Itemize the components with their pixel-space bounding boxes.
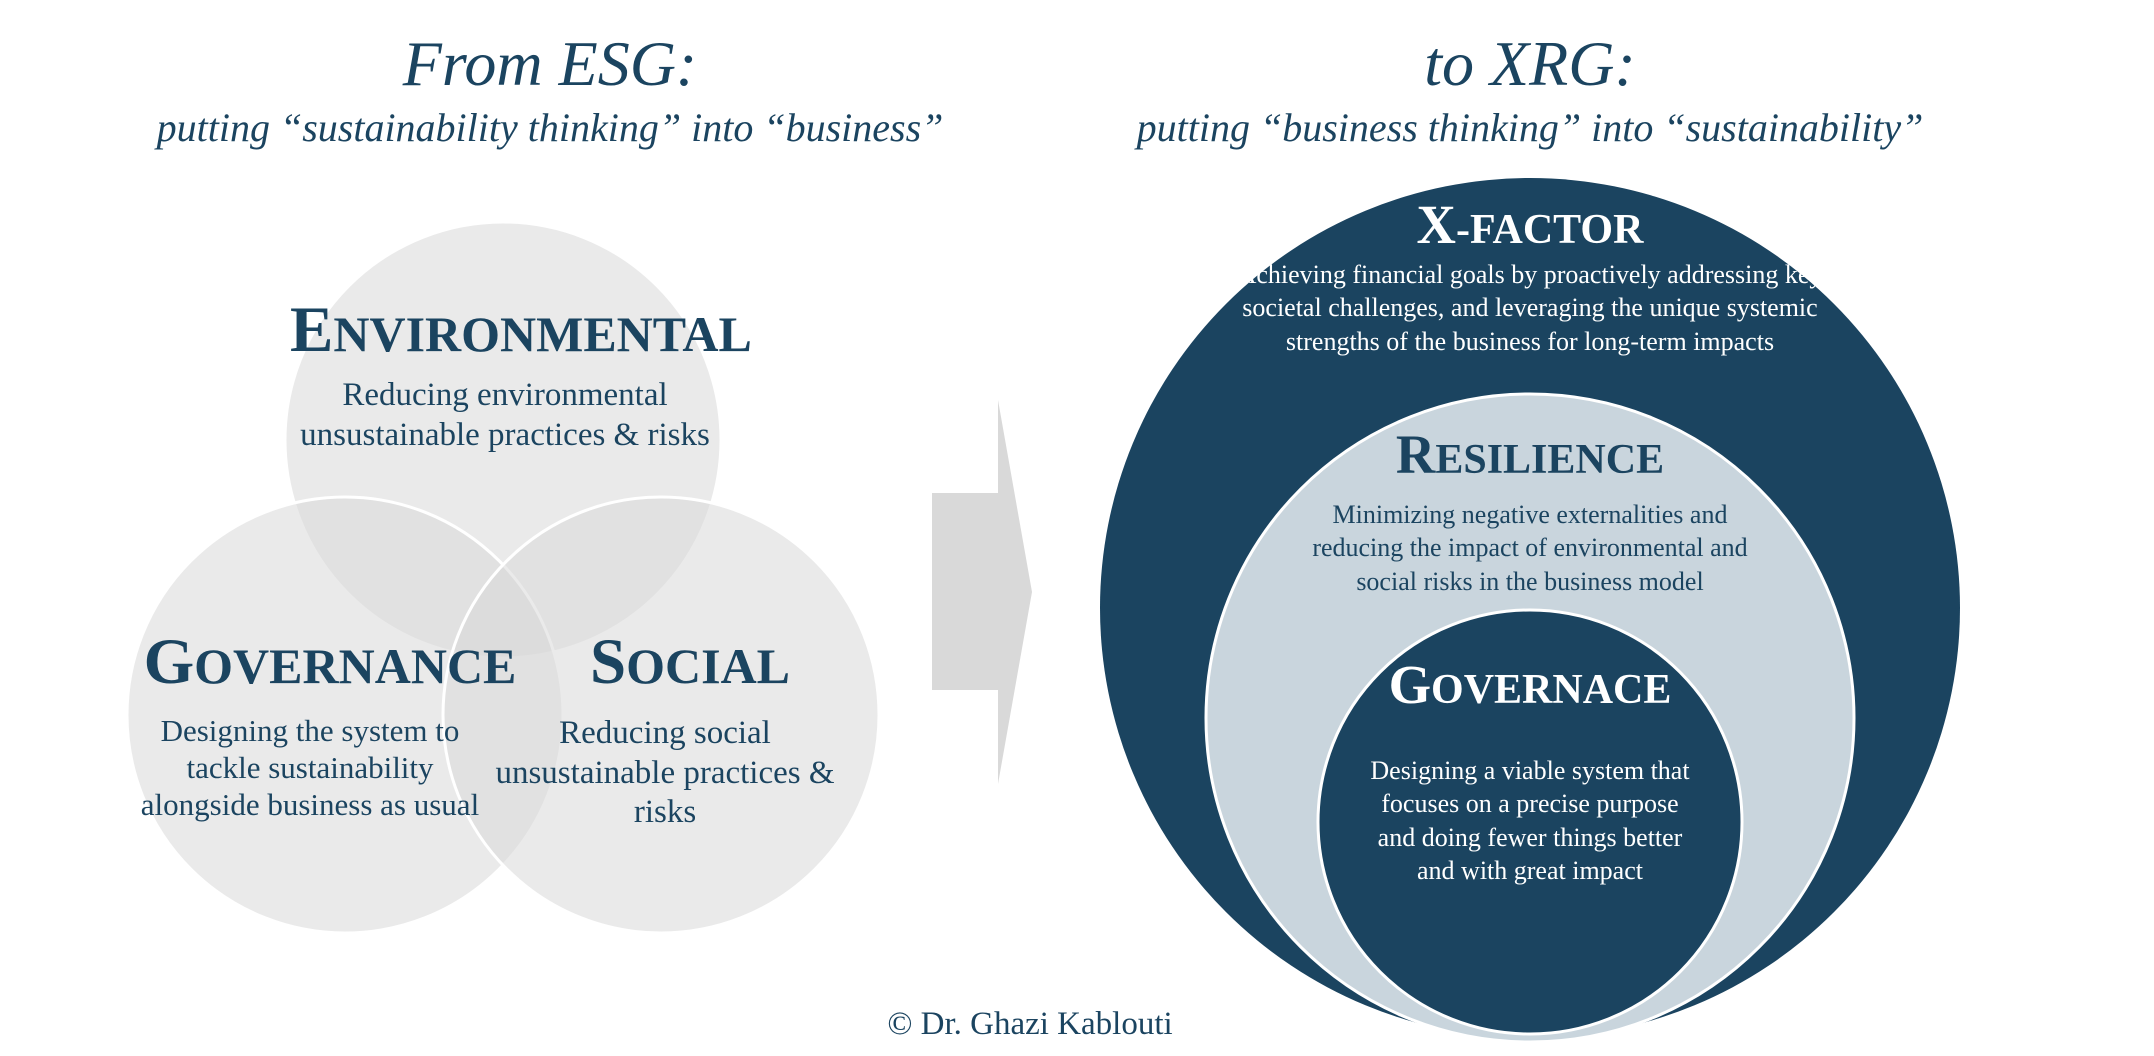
resilience-description: Minimizing negative externalities and re… — [1312, 500, 1748, 596]
governance-description: Designing the system to tackle sustainab… — [140, 713, 480, 823]
governance-rest: OVERNANCE — [194, 638, 517, 694]
governace-description: Designing a viable system that focuses o… — [1370, 756, 1690, 885]
social-initial: S — [589, 626, 627, 698]
social-circle — [441, 495, 881, 935]
resilience-rest: ESILIENCE — [1435, 437, 1665, 483]
transition-arrow — [932, 400, 1032, 784]
copyright-notice: © Dr. Ghazi Kablouti — [887, 1006, 1173, 1042]
social-rest: OCIAL — [626, 638, 791, 694]
governace-circle — [1316, 608, 1744, 1036]
environmental-heading: ENVIRONMENTAL — [290, 298, 752, 363]
xfactor-heading: X-FACTOR — [1330, 197, 1730, 253]
venn-diagram — [125, 220, 881, 935]
governace-initial: G — [1388, 654, 1432, 715]
resilience-initial: R — [1395, 424, 1436, 485]
xfactor-description: Achieving financial goals by proactively… — [1237, 260, 1823, 356]
environmental-rest: NVIRONMENTAL — [333, 306, 752, 362]
governance-heading: GOVERNANCE — [120, 630, 540, 695]
resilience-heading: RESILIENCE — [1330, 427, 1730, 483]
social-description: Reducing social unsustainable practices … — [495, 715, 835, 831]
governance-initial: G — [143, 626, 195, 698]
governace-heading: GOVERNACE — [1330, 657, 1730, 713]
xrg-title: to XRG: — [1424, 28, 1636, 99]
xfactor-rest: -FACTOR — [1455, 207, 1644, 253]
environmental-initial: E — [290, 294, 334, 366]
social-heading: SOCIAL — [540, 630, 840, 695]
governace-rest: OVERNACE — [1431, 667, 1672, 713]
xfactor-initial: X — [1416, 194, 1456, 255]
esg-title: From ESG: — [402, 28, 698, 99]
environmental-description: Reducing environmental unsustainable pra… — [300, 377, 710, 453]
xrg-subtitle: putting “business thinking” into “sustai… — [1136, 105, 1924, 150]
xrg-nested-circles — [1100, 178, 1960, 1044]
esg-subtitle: putting “sustainability thinking” into “… — [156, 105, 944, 150]
